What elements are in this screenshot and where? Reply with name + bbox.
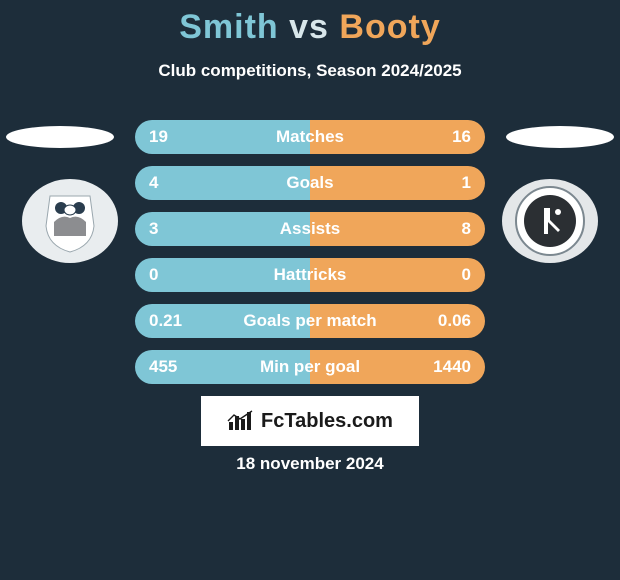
player-left-marker xyxy=(6,126,114,148)
stat-value-left: 3 xyxy=(149,219,158,239)
stat-value-left: 19 xyxy=(149,127,168,147)
stat-row: 455 1440 Min per goal xyxy=(135,350,485,384)
stat-bar-right xyxy=(310,166,485,200)
stat-value-left: 4 xyxy=(149,173,158,193)
stats-rows: 19 16 Matches 4 1 Goals 3 8 Assists 0 0 Hattricks 0.… xyxy=(135,120,485,396)
stat-value-right: 1440 xyxy=(433,357,471,377)
comparison-card: Smith vs Booty Club competitions, Season… xyxy=(0,0,620,580)
source-logo: FcTables.com xyxy=(201,396,419,446)
stat-value-left: 455 xyxy=(149,357,177,377)
stat-label: Goals xyxy=(286,173,333,193)
vs-separator: vs xyxy=(289,8,329,46)
player-left-name: Smith xyxy=(179,8,278,46)
stat-row: 4 1 Goals xyxy=(135,166,485,200)
stat-label: Goals per match xyxy=(243,311,376,331)
stat-label: Matches xyxy=(276,127,344,147)
club-badge-left xyxy=(20,178,120,264)
stat-label: Assists xyxy=(280,219,340,239)
stat-value-left: 0.21 xyxy=(149,311,182,331)
stat-value-right: 0 xyxy=(462,265,471,285)
subtitle: Club competitions, Season 2024/2025 xyxy=(0,61,620,81)
stat-value-right: 1 xyxy=(462,173,471,193)
player-right-marker xyxy=(506,126,614,148)
stat-value-left: 0 xyxy=(149,265,158,285)
stat-row: 0.21 0.06 Goals per match xyxy=(135,304,485,338)
stat-row: 19 16 Matches xyxy=(135,120,485,154)
bars-icon xyxy=(227,410,255,432)
stat-value-right: 8 xyxy=(462,219,471,239)
stat-row: 0 0 Hattricks xyxy=(135,258,485,292)
source-logo-text: FcTables.com xyxy=(261,410,393,433)
stat-row: 3 8 Assists xyxy=(135,212,485,246)
page-title: Smith vs Booty xyxy=(0,0,620,47)
club-badge-right xyxy=(500,178,600,264)
stat-value-right: 0.06 xyxy=(438,311,471,331)
date-text: 18 november 2024 xyxy=(236,454,383,474)
player-right-name: Booty xyxy=(339,8,440,46)
stat-value-right: 16 xyxy=(452,127,471,147)
stat-label: Min per goal xyxy=(260,357,360,377)
stat-bar-left xyxy=(135,166,310,200)
stat-label: Hattricks xyxy=(274,265,347,285)
